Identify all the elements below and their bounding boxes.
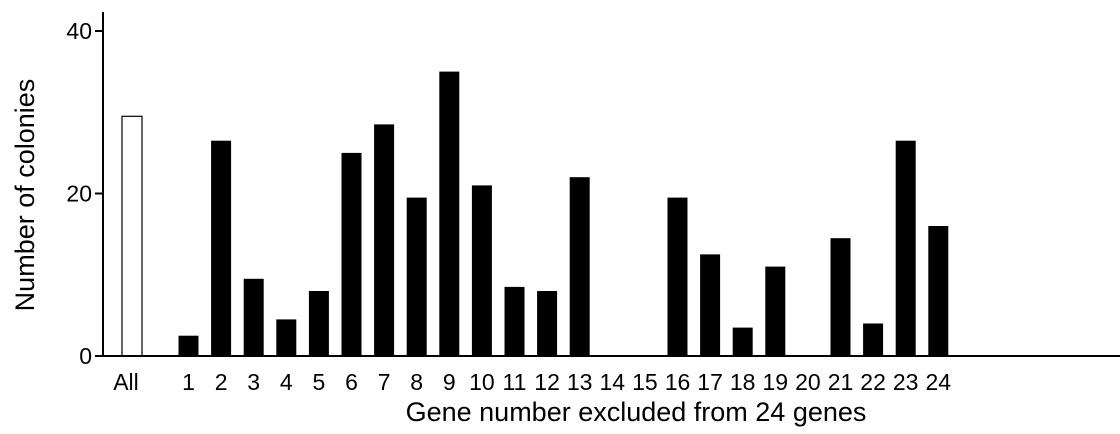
bar-21: [830, 238, 851, 356]
x-tick-label: 11: [503, 369, 527, 395]
bar-6: [341, 152, 362, 356]
bar-4: [276, 319, 297, 356]
x-tick-label: 20: [795, 369, 821, 395]
x-tick-label: 22: [860, 369, 886, 395]
y-tick-label: 40: [66, 18, 92, 44]
axes-group: [102, 12, 1120, 357]
bar-17: [700, 254, 721, 356]
x-tick-label: 13: [567, 369, 593, 395]
x-tick-label: 9: [443, 369, 456, 395]
x-tick-label: 15: [632, 369, 658, 395]
bar-7: [374, 124, 395, 357]
x-tick-label: 6: [345, 369, 358, 395]
x-tick-label: 1: [182, 369, 195, 395]
bar-24: [928, 226, 949, 356]
bar-3: [243, 278, 264, 356]
bar-all: [121, 115, 143, 357]
x-tick-label: 7: [378, 369, 391, 395]
y-ticks-group: 0 20 40: [66, 18, 103, 369]
bar-19: [765, 266, 786, 356]
bar-2: [211, 140, 232, 356]
bar-13: [569, 177, 590, 356]
bar-8: [406, 197, 427, 356]
x-tick-label: All: [113, 369, 139, 395]
x-tick-label: 16: [665, 369, 691, 395]
x-tick-label: 14: [600, 369, 626, 395]
x-tick-label: 21: [828, 369, 854, 395]
y-tick-label: 0: [79, 343, 92, 369]
x-tick-label: 24: [926, 369, 952, 395]
bar-11: [504, 286, 525, 356]
x-tick-label: 8: [410, 369, 423, 395]
bar-16: [667, 197, 688, 356]
y-tick-label: 20: [66, 181, 92, 207]
bars-group: [121, 71, 949, 357]
bar-18: [732, 327, 753, 356]
bar-10: [471, 185, 492, 356]
x-tick-label: 12: [534, 369, 560, 395]
x-tick-label: 10: [469, 369, 495, 395]
x-tick-label: 5: [313, 369, 326, 395]
x-ticks-group: All 1 2 3 4 5 6 7 8 9 10 11 12 13 14 15 16 17 18 19 20 21 22 23…: [113, 369, 951, 395]
x-tick-label: 3: [247, 369, 260, 395]
bar-12: [537, 291, 558, 356]
bar-22: [863, 323, 884, 356]
y-axis-title: Number of colonies: [10, 79, 40, 312]
x-tick-label: 4: [280, 369, 293, 395]
bar-5: [308, 291, 329, 356]
x-tick-label: 2: [215, 369, 228, 395]
x-tick-label: 18: [730, 369, 756, 395]
x-tick-label: 17: [697, 369, 723, 395]
bar-9: [439, 71, 460, 356]
bar-1: [178, 335, 199, 356]
x-tick-label: 19: [763, 369, 789, 395]
bar-23: [895, 140, 916, 356]
x-axis-title: Gene number excluded from 24 genes: [406, 397, 867, 427]
x-tick-label: 23: [893, 369, 919, 395]
